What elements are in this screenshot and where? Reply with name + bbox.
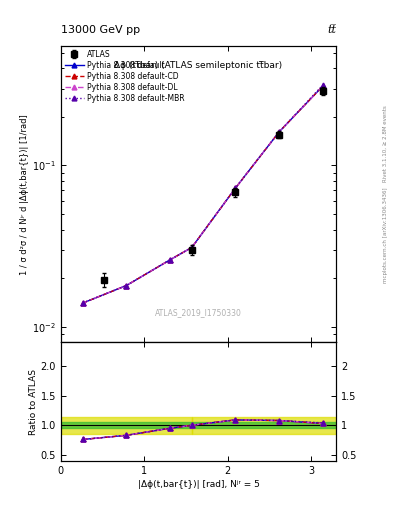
Legend: ATLAS, Pythia 8.308 default, Pythia 8.308 default-CD, Pythia 8.308 default-DL, P: ATLAS, Pythia 8.308 default, Pythia 8.30…	[63, 48, 186, 104]
X-axis label: |Δϕ(t,bar{t})| [rad], Nʲʳ = 5: |Δϕ(t,bar{t})| [rad], Nʲʳ = 5	[138, 480, 259, 489]
Text: tt̅: tt̅	[327, 25, 336, 35]
Pythia 8.308 default-MBR	[320, 82, 325, 88]
Bar	[61, 417, 192, 434]
Line: Pythia 8.308 default-CD: Pythia 8.308 default-CD	[80, 84, 325, 306]
Text: 13000 GeV pp: 13000 GeV pp	[61, 25, 140, 35]
Pythia 8.308 default-CD	[233, 185, 237, 191]
Pythia 8.308 default	[277, 129, 282, 135]
Pythia 8.308 default-CD	[277, 129, 282, 135]
Y-axis label: Ratio to ATLAS: Ratio to ATLAS	[29, 369, 38, 435]
Pythia 8.308 default-MBR	[277, 129, 282, 135]
Pythia 8.308 default-DL	[320, 83, 325, 89]
Pythia 8.308 default-DL	[277, 129, 282, 135]
Line: Pythia 8.308 default-MBR: Pythia 8.308 default-MBR	[80, 82, 325, 306]
Pythia 8.308 default	[168, 257, 173, 263]
Bar	[192, 422, 336, 428]
Pythia 8.308 default	[124, 283, 129, 289]
Pythia 8.308 default	[189, 244, 194, 250]
Pythia 8.308 default-MBR	[189, 244, 194, 250]
Pythia 8.308 default	[233, 185, 237, 191]
Pythia 8.308 default-DL	[124, 283, 129, 289]
Pythia 8.308 default-MBR	[168, 257, 173, 263]
Pythia 8.308 default-DL	[189, 244, 194, 250]
Pythia 8.308 default-DL	[168, 257, 173, 263]
Pythia 8.308 default	[80, 300, 85, 306]
Pythia 8.308 default-MBR	[124, 283, 129, 289]
Bar	[192, 417, 336, 434]
Pythia 8.308 default-CD	[80, 300, 85, 306]
Text: Rivet 3.1.10, ≥ 2.8M events: Rivet 3.1.10, ≥ 2.8M events	[383, 105, 387, 182]
Pythia 8.308 default-MBR	[233, 185, 237, 191]
Pythia 8.308 default-CD	[189, 244, 194, 250]
Text: mcplots.cern.ch [arXiv:1306.3436]: mcplots.cern.ch [arXiv:1306.3436]	[383, 188, 387, 283]
Text: ATLAS_2019_I1750330: ATLAS_2019_I1750330	[155, 308, 242, 317]
Pythia 8.308 default	[320, 83, 325, 89]
Pythia 8.308 default-CD	[320, 83, 325, 89]
Bar	[61, 422, 192, 428]
Y-axis label: 1 / σ d²σ / d Nʲʳ d |Δϕ(t,bar{t})| [1/rad]: 1 / σ d²σ / d Nʲʳ d |Δϕ(t,bar{t})| [1/ra…	[20, 114, 29, 274]
Pythia 8.308 default-DL	[233, 185, 237, 191]
Pythia 8.308 default-DL	[80, 300, 85, 306]
Line: Pythia 8.308 default: Pythia 8.308 default	[80, 84, 325, 306]
Pythia 8.308 default-CD	[168, 257, 173, 263]
Pythia 8.308 default-MBR	[80, 300, 85, 306]
Line: Pythia 8.308 default-DL: Pythia 8.308 default-DL	[80, 84, 325, 306]
Pythia 8.308 default-CD	[124, 283, 129, 289]
Text: Δϕ (tt̅bar) (ATLAS semileptonic tt̅bar): Δϕ (tt̅bar) (ATLAS semileptonic tt̅bar)	[114, 61, 283, 70]
